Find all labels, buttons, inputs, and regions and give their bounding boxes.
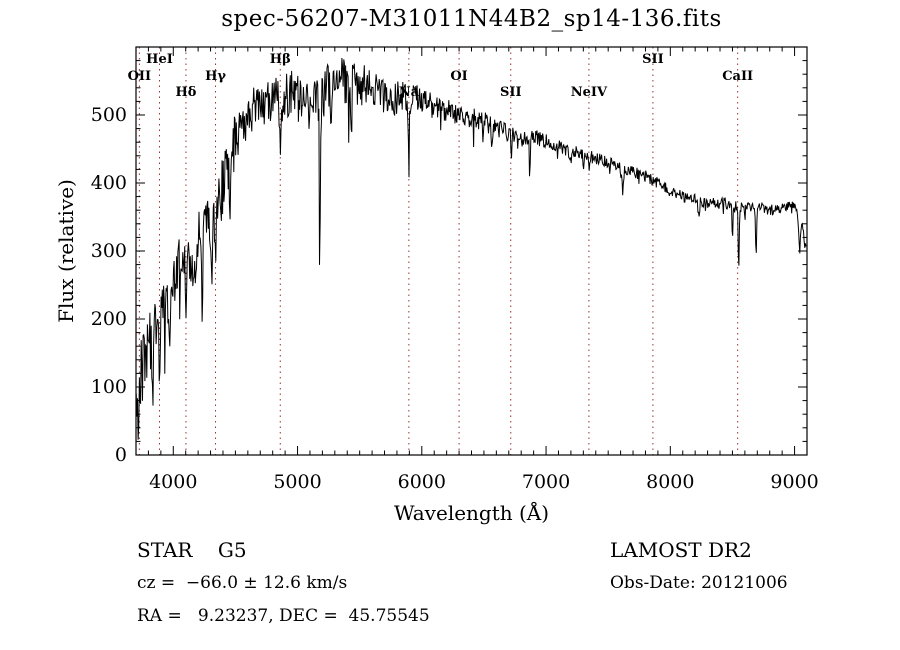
spectral-line-label: Hδ	[175, 85, 196, 100]
obs-date-label: Obs-Date: 20121006	[610, 573, 788, 593]
spectral-line-label: NeIV	[571, 85, 608, 100]
y-tick-label: 100	[91, 376, 127, 398]
spectral-line-label: Hβ	[270, 52, 291, 67]
y-tick-label: 0	[115, 444, 127, 466]
y-tick-label: 200	[91, 308, 127, 330]
x-axis-title: Wavelength (Å)	[393, 501, 550, 525]
x-tick-label: 4000	[149, 471, 197, 493]
spectral-line-label: CaII	[722, 69, 753, 84]
spectral-line-label: Hγ	[205, 69, 226, 84]
spectral-line-label: SII	[642, 52, 664, 67]
plot-frame	[135, 46, 808, 456]
x-tick-label: 8000	[646, 471, 694, 493]
y-tick-label: 500	[91, 104, 127, 126]
spectral-line-label: OII	[128, 69, 152, 84]
radial-velocity-label: cz = −66.0 ± 12.6 km/s	[137, 573, 348, 593]
spectral-line-label: OI	[450, 69, 467, 84]
x-tick-label: 6000	[398, 471, 446, 493]
spectrum-trace	[135, 57, 807, 440]
object-class-label: STAR G5	[137, 538, 247, 562]
spectral-line-label: SII	[500, 85, 522, 100]
y-tick-label: 400	[91, 172, 127, 194]
spectral-line-label: HeI	[146, 52, 173, 67]
y-tick-label: 300	[91, 240, 127, 262]
x-tick-label: 5000	[273, 471, 321, 493]
x-tick-label: 9000	[770, 471, 818, 493]
x-tick-label: 7000	[522, 471, 570, 493]
ra-dec-label: RA = 9.23237, DEC = 45.75545	[137, 606, 430, 626]
plot-title: spec-56207-M31011N44B2_sp14-136.fits	[221, 6, 722, 32]
survey-release-label: LAMOST DR2	[610, 538, 752, 562]
